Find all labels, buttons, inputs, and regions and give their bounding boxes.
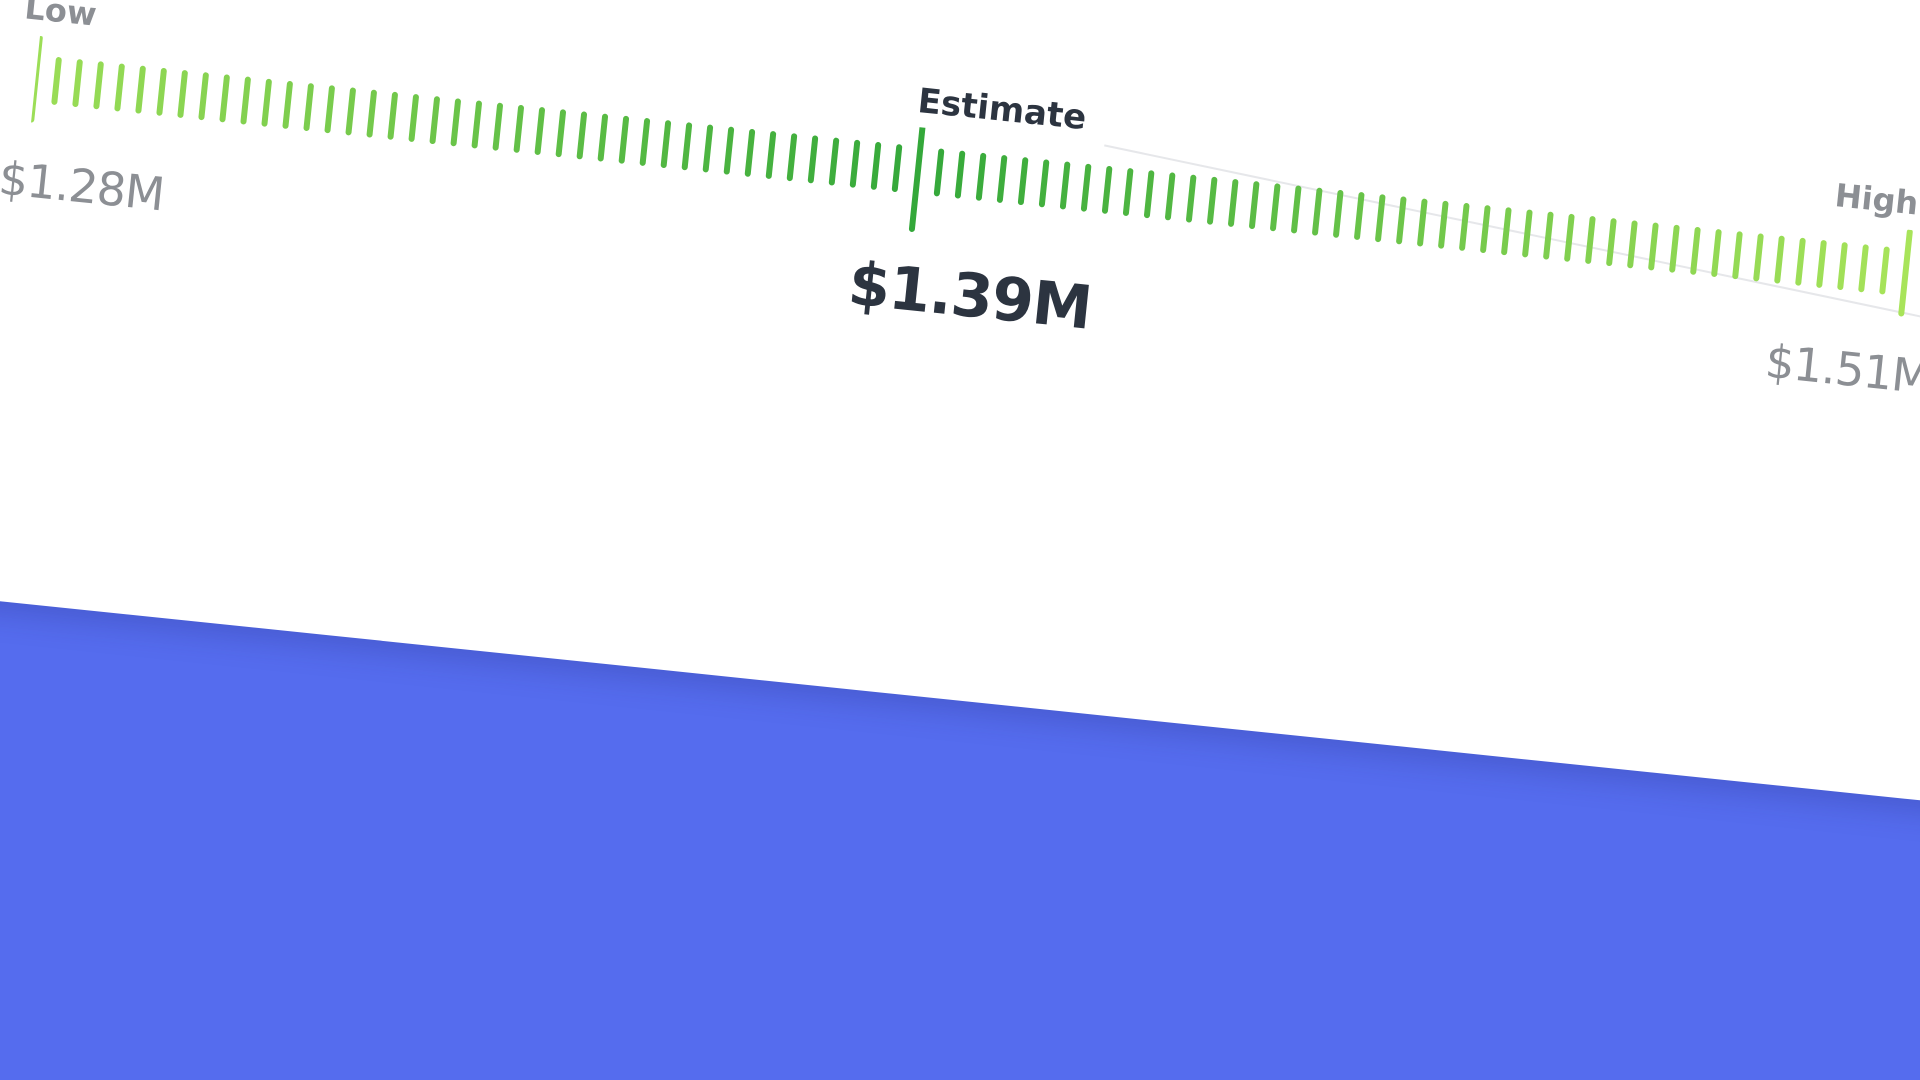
range-tick: [1080, 163, 1092, 212]
range-tick: [513, 104, 524, 153]
range-tick: [198, 72, 209, 121]
range-tick: [744, 128, 756, 177]
range-tick: [324, 85, 335, 134]
range-tick: [870, 142, 882, 190]
estimate-value: $1.39M: [845, 248, 1095, 344]
range-tick: [1501, 207, 1512, 256]
range-end-tick: [1898, 228, 1913, 317]
range-tick: [471, 100, 482, 149]
range-tick: [1585, 216, 1596, 264]
range-tick: [345, 87, 356, 136]
range-tick: [1207, 176, 1218, 225]
range-tick: [408, 94, 419, 142]
range-tick: [1396, 196, 1407, 245]
range-tick: [1122, 168, 1134, 216]
range-tick: [1627, 220, 1638, 269]
range-tick: [681, 122, 693, 171]
range-tick: [723, 126, 735, 175]
range-tick: [1732, 231, 1743, 280]
range-tick: [450, 98, 461, 147]
range-tick: [1375, 194, 1386, 243]
range-tick: [303, 83, 314, 131]
range-tick: [1816, 240, 1827, 288]
range-tick-scale: [28, 36, 1913, 317]
range-tick: [1101, 165, 1113, 214]
range-tick: [534, 107, 545, 155]
range-tick: [1291, 185, 1302, 234]
range-tick: [240, 76, 251, 125]
range-tick: [660, 120, 672, 169]
range-tick: [72, 59, 83, 108]
range-tick: [1669, 224, 1680, 273]
range-tick: [1333, 189, 1344, 238]
range-tick: [1858, 244, 1869, 293]
range-tick: [1774, 235, 1785, 284]
range-tick: [996, 155, 1008, 203]
range-tick: [1648, 222, 1659, 271]
range-tick: [51, 57, 62, 105]
range-tick: [849, 139, 861, 188]
range-end-tick: [28, 36, 43, 123]
range-tick: [807, 135, 819, 184]
range-tick: [933, 148, 945, 197]
range-tick: [366, 89, 377, 138]
range-tick: [1312, 187, 1323, 236]
range-tick: [1270, 183, 1281, 232]
range-tick: [1059, 161, 1071, 210]
range-tick: [135, 65, 146, 114]
range-tick: [1417, 198, 1428, 247]
range-tick: [975, 152, 987, 201]
range-tick: [492, 102, 503, 151]
range-tick: [954, 150, 966, 199]
range-tick: [1354, 192, 1365, 240]
range-tick: [639, 118, 651, 166]
range-tick: [1164, 172, 1176, 221]
range-tick: [177, 70, 188, 118]
range-tick: [1143, 170, 1155, 219]
range-tick: [765, 131, 777, 179]
range-tick: [1795, 237, 1806, 286]
range-tick: [1186, 174, 1197, 223]
estimate-marker-tick: [908, 120, 926, 232]
range-tick: [261, 78, 272, 127]
range-tick: [597, 113, 609, 162]
range-tick: [1480, 205, 1491, 253]
range-tick: [1522, 209, 1533, 258]
range-tick: [387, 91, 398, 140]
range-tick: [1543, 211, 1554, 260]
range-tick: [1879, 246, 1890, 295]
range-tick: [1690, 226, 1701, 275]
range-tick: [1038, 159, 1050, 208]
range-tick: [891, 144, 903, 192]
range-tick: [1564, 213, 1575, 262]
range-tick: [828, 137, 840, 186]
range-tick: [1438, 200, 1449, 249]
range-tick: [219, 74, 230, 123]
range-tick: [1837, 242, 1848, 291]
range-tick: [114, 63, 125, 112]
range-tick: [156, 67, 167, 116]
range-tick: [1459, 203, 1470, 251]
range-tick: [618, 115, 630, 164]
range-tick: [93, 61, 104, 110]
range-tick: [1228, 179, 1239, 227]
range-tick: [555, 109, 567, 158]
range-tick: [1753, 233, 1764, 282]
range-tick: [1606, 218, 1617, 267]
range-tick: [576, 111, 588, 160]
range-tick: [1249, 181, 1260, 230]
range-tick: [786, 133, 798, 182]
range-tick: [429, 96, 440, 145]
range-tick: [1711, 229, 1722, 277]
range-tick: [282, 81, 293, 129]
range-tick: [702, 124, 714, 173]
range-tick: [1017, 157, 1029, 206]
